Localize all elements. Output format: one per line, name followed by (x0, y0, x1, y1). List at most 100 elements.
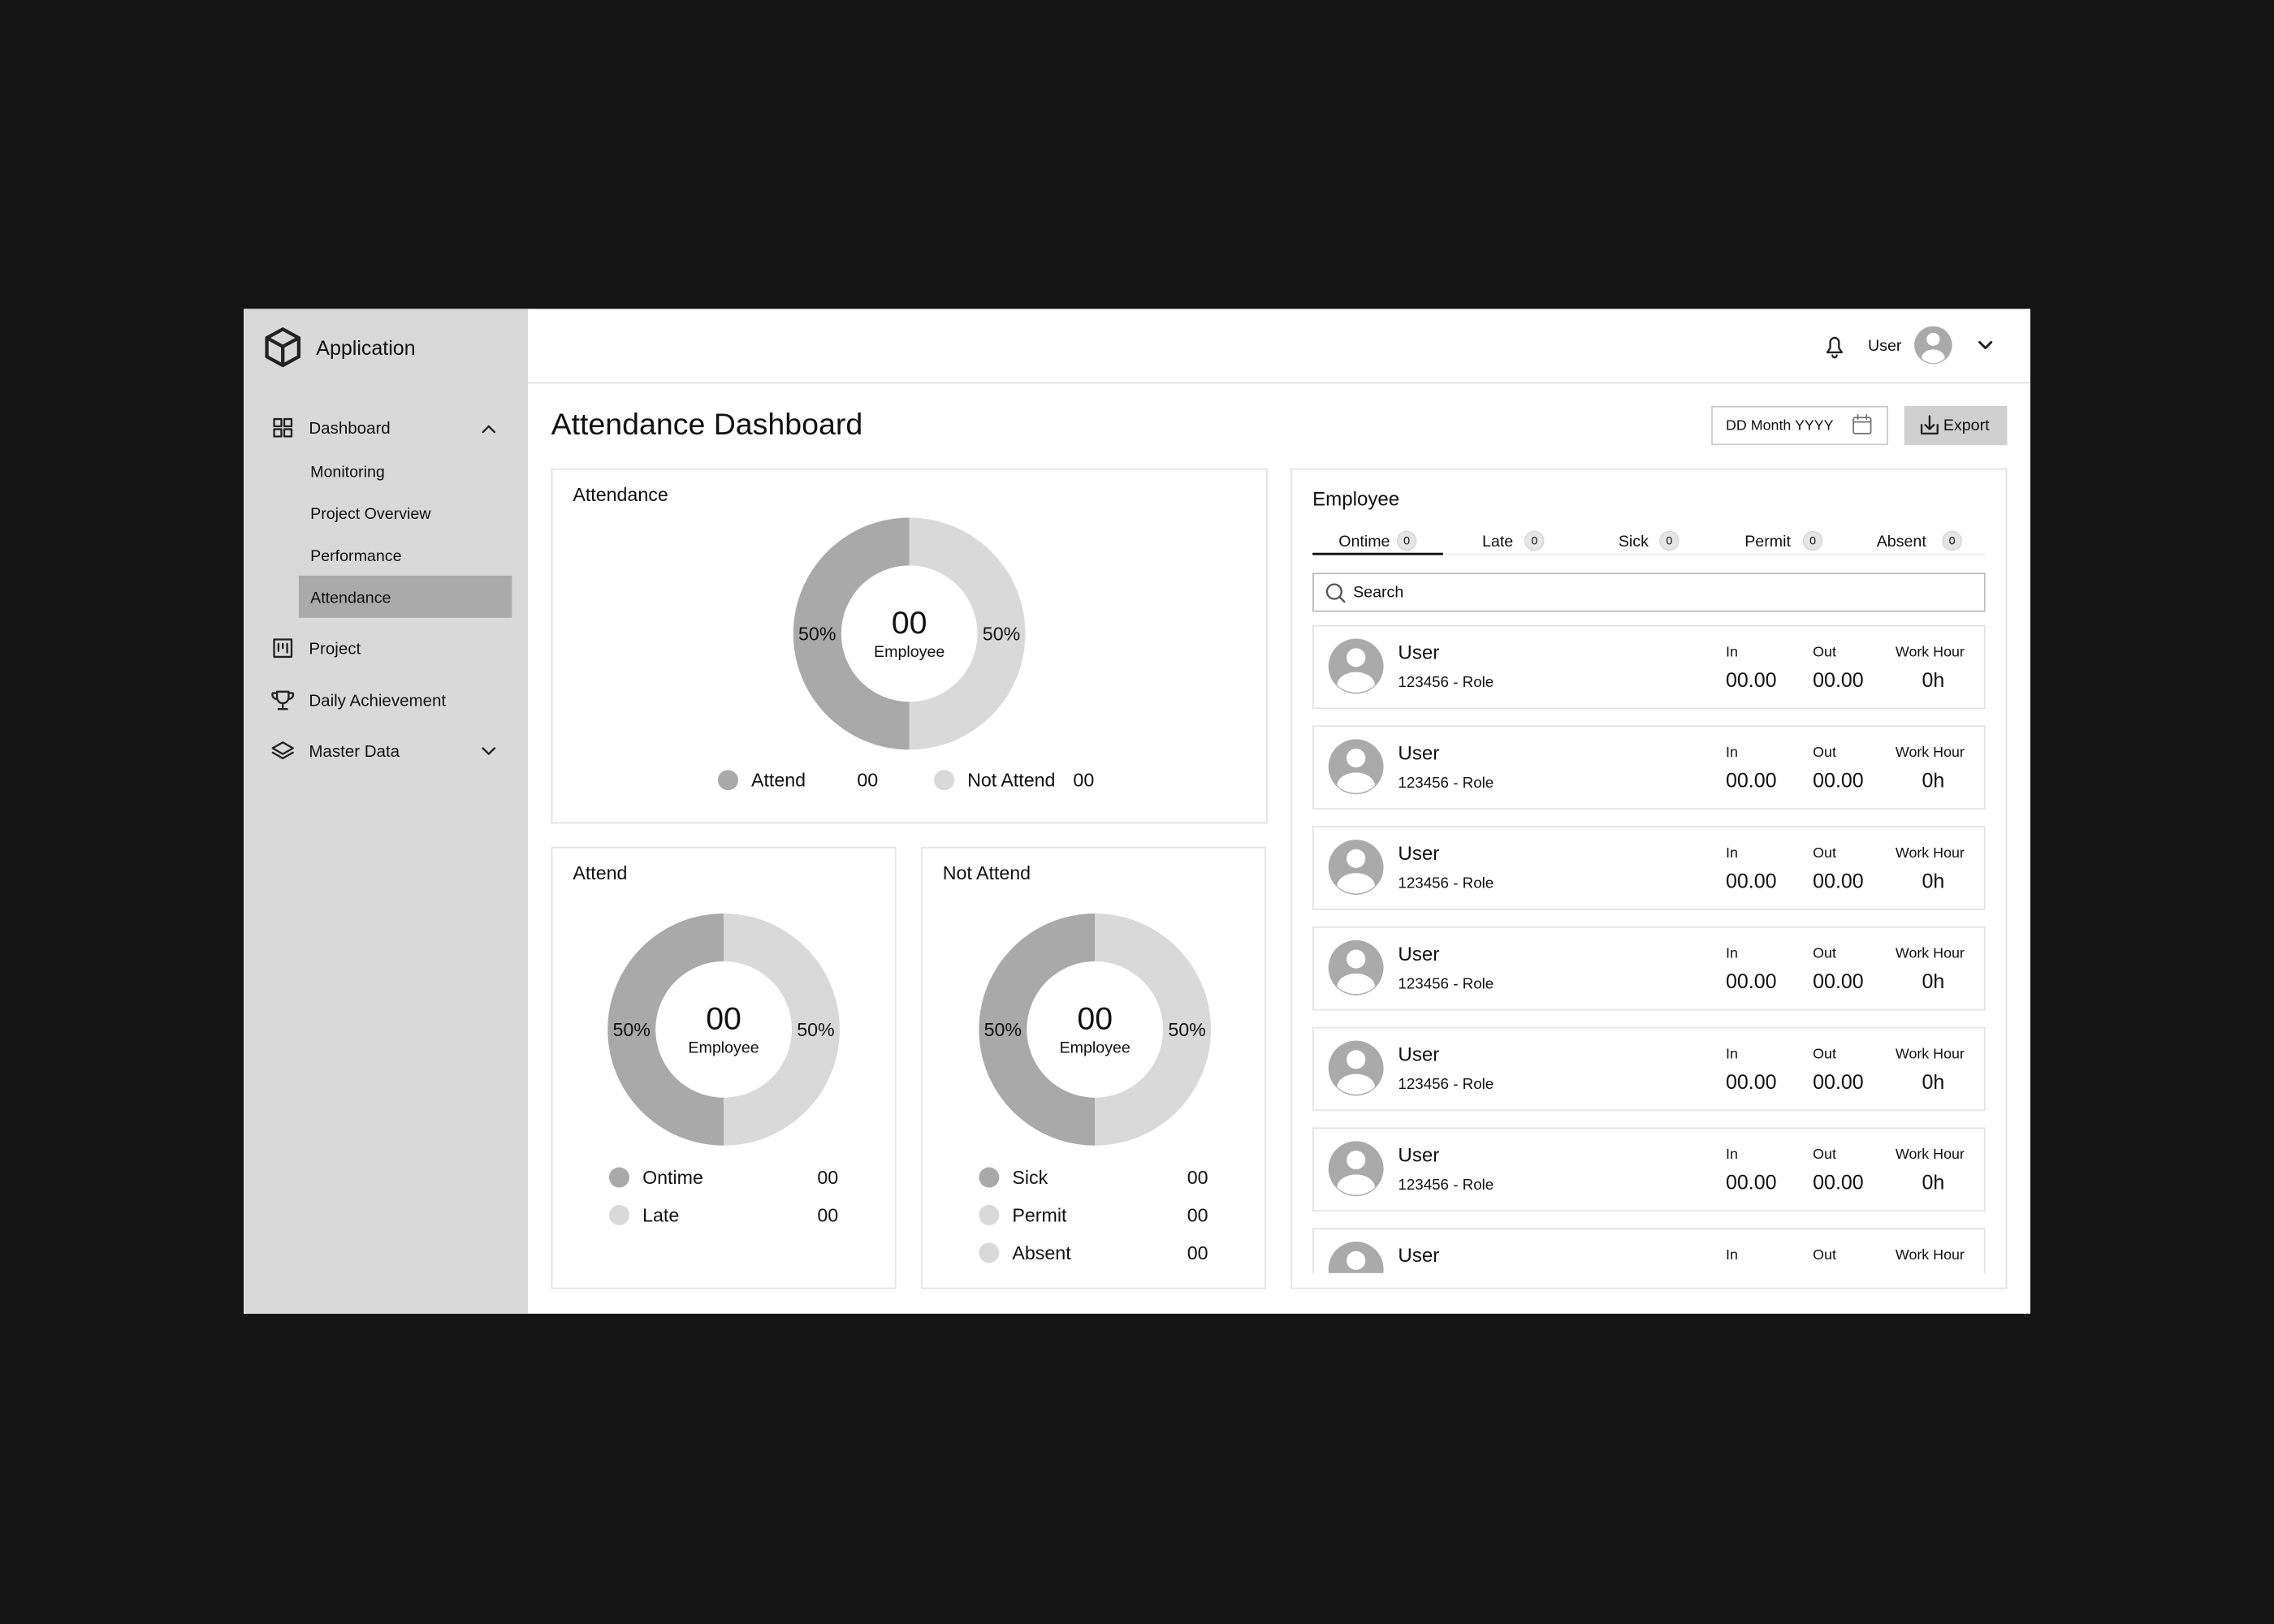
legend-name: Ontime (642, 1167, 703, 1188)
center-label: Employee (688, 1039, 759, 1056)
column-value: 0h (1922, 970, 1944, 993)
export-label[interactable]: Export (1943, 417, 1990, 434)
column-value: 0h (1922, 669, 1944, 692)
search-box[interactable] (1312, 572, 1986, 612)
sidebar (244, 309, 528, 1314)
employee-row[interactable] (1312, 624, 1986, 710)
tab-label[interactable]: Ontime (1338, 533, 1390, 551)
legend-name: Absent (1012, 1242, 1071, 1263)
submenu-item[interactable]: Monitoring (310, 463, 385, 481)
legend-value: 00 (1187, 1204, 1208, 1225)
legend-swatch (717, 770, 738, 791)
column-label: Work Hour (1896, 1146, 1965, 1162)
column-label: Out (1813, 844, 1836, 861)
legend-value: 00 (1187, 1242, 1208, 1263)
avatar-body (1337, 1073, 1375, 1095)
employee-name: User (1398, 742, 1439, 764)
column-label: Work Hour (1896, 1045, 1965, 1061)
tab-count: 0 (1809, 535, 1816, 548)
employee-row[interactable] (1312, 926, 1986, 1011)
employee-row[interactable] (1312, 1026, 1986, 1112)
submenu-item[interactable]: Performance (310, 547, 401, 565)
menu-item[interactable]: Daily Achievement (309, 692, 446, 710)
bell-icon[interactable] (1826, 336, 1844, 359)
trophy-icon (271, 690, 295, 710)
search-placeholder[interactable]: Search (1353, 584, 1403, 602)
legend-value: 00 (817, 1167, 838, 1188)
employee-id-role: 123456 - Role (1398, 1075, 1494, 1092)
submenu-item[interactable]: Attendance (310, 590, 391, 607)
employee-name: User (1398, 1144, 1439, 1166)
legend-name: Late (642, 1204, 679, 1225)
column-value: 0h (1922, 870, 1944, 892)
column-value: 00.00 (1726, 1272, 1777, 1294)
chevron-up[interactable] (482, 425, 496, 434)
date-picker[interactable] (1711, 406, 1889, 446)
menu-item[interactable]: Project (309, 639, 361, 658)
legend-value: 00 (1073, 770, 1094, 791)
column-value: 00.00 (1813, 970, 1864, 993)
date-placeholder[interactable]: DD Month YYYY (1726, 417, 1834, 434)
legend-name: Sick (1012, 1167, 1048, 1188)
avatar-body (1337, 873, 1375, 894)
legend-name: Attend (751, 770, 806, 791)
employee-row[interactable] (1312, 1127, 1986, 1212)
column-value: 00.00 (1726, 870, 1777, 892)
chevron-down[interactable] (482, 747, 496, 755)
center-label: Employee (1060, 1039, 1131, 1056)
column-label: Out (1813, 945, 1836, 961)
employee-list: User 123456 - Role In 00.00 Out 00.00 Work Hou… (1312, 624, 1986, 1311)
center-value: 00 (706, 1001, 741, 1037)
user-avatar[interactable] (1914, 326, 1952, 365)
tab-badge (1397, 530, 1417, 551)
avatar-head (1347, 748, 1366, 768)
employee-row[interactable] (1312, 826, 1986, 910)
tab-label[interactable]: Permit (1744, 533, 1791, 551)
tab-label[interactable]: Absent (1877, 533, 1927, 551)
column-label: In (1726, 1045, 1738, 1061)
column-value: 00.00 (1726, 1071, 1777, 1094)
avatar-body (1337, 1174, 1375, 1195)
legend-swatch (609, 1204, 629, 1225)
column-value: 00.00 (1726, 970, 1777, 993)
legend-swatch (609, 1167, 629, 1188)
calendar-icon[interactable] (1852, 413, 1872, 434)
column-value: 00.00 (1813, 770, 1864, 793)
column-label: In (1726, 844, 1738, 861)
employee-title: Employee (1312, 488, 1399, 510)
user-name[interactable]: User (1868, 337, 1902, 355)
column-label: Out (1813, 1045, 1836, 1061)
project-icon (273, 638, 293, 659)
active-highlight (298, 575, 512, 618)
chart-title: Attend (573, 862, 627, 883)
column-label: Out (1813, 643, 1836, 659)
slice-label: 50% (983, 623, 1020, 644)
column-label: Work Hour (1896, 844, 1965, 861)
legend-swatch (979, 1167, 1000, 1188)
employee-name: User (1398, 642, 1439, 664)
column-value: 0h (1922, 1172, 1944, 1194)
employee-name: User (1398, 944, 1439, 965)
employee-row[interactable] (1312, 725, 1986, 810)
employee-row[interactable] (1312, 1228, 1986, 1311)
user-menu-chevron[interactable] (1978, 341, 1993, 350)
column-label: Out (1813, 1146, 1836, 1162)
download-icon[interactable] (1920, 415, 1939, 435)
avatar-head (1347, 1250, 1366, 1270)
tab-count: 0 (1949, 535, 1956, 548)
avatar-body (1337, 672, 1375, 693)
tab-label[interactable]: Sick (1619, 533, 1649, 551)
center-value: 00 (1077, 1001, 1113, 1037)
menu-item[interactable]: Dashboard (309, 419, 390, 438)
column-label: In (1726, 1146, 1738, 1162)
tab-label[interactable]: Late (1482, 533, 1513, 551)
employee-id-role: 123456 - Role (1398, 974, 1494, 991)
legend-name: Not Attend (967, 770, 1055, 791)
tab-badge (1524, 530, 1545, 551)
column-label: Work Hour (1896, 643, 1965, 659)
employee-name: User (1398, 843, 1439, 865)
column-label: In (1726, 643, 1738, 659)
submenu-item[interactable]: Project Overview (310, 505, 431, 523)
menu-item[interactable]: Master Data (309, 742, 400, 761)
